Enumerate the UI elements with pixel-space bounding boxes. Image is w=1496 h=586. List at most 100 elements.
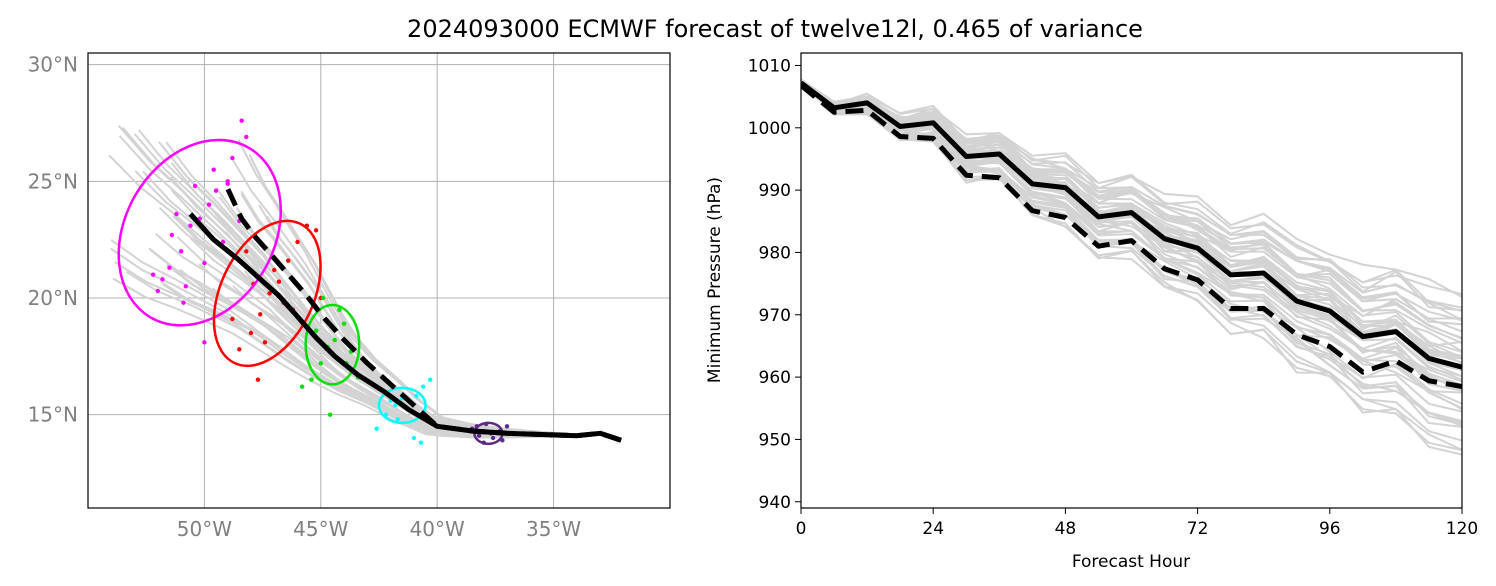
map-background bbox=[88, 53, 670, 508]
ensemble-position-green bbox=[327, 412, 333, 417]
map-y-tick-label: 15°N bbox=[28, 403, 78, 427]
deterministic-pressure-line bbox=[801, 83, 1462, 389]
map-x-tick-label: 50°W bbox=[177, 517, 232, 541]
map-frame bbox=[87, 52, 671, 509]
pressure-x-label: Forecast Hour bbox=[1072, 552, 1190, 572]
pressure-y-tick-label: 1010 bbox=[748, 56, 791, 76]
ensemble-position-cyan bbox=[428, 377, 433, 382]
ensemble-position-green bbox=[332, 337, 337, 343]
ensemble-position-magenta bbox=[188, 223, 193, 228]
ensemble-position-magenta bbox=[183, 284, 188, 289]
uncertainty-ellipse bbox=[377, 386, 427, 425]
ensemble-position-red bbox=[272, 267, 277, 273]
ensemble-position-magenta bbox=[206, 202, 212, 207]
ensemble-position-red bbox=[244, 249, 249, 254]
pressure-x-tick-label: 0 bbox=[796, 519, 807, 539]
pressure-y-tick-label: 990 bbox=[759, 181, 791, 201]
ensemble-position-red bbox=[295, 239, 300, 245]
ensemble-position-magenta bbox=[178, 249, 184, 254]
ensemble-position-purple bbox=[504, 424, 510, 429]
ensemble-position-green bbox=[309, 377, 314, 382]
ensemble-position-cyan bbox=[411, 435, 417, 441]
ensemble-pressure-line bbox=[801, 81, 1462, 452]
pressure-panel: 0 24 48 72 96 120 94095096097098099010001010 … bbox=[705, 52, 1478, 572]
uncertainty-ellipses bbox=[117, 138, 504, 446]
ensemble-position-magenta bbox=[213, 188, 219, 193]
ensemble-pressure-line bbox=[801, 82, 1462, 298]
map-x-tick-labels: 50°W 45°W 40°W 35°W bbox=[177, 517, 582, 541]
pressure-y-tick-label: 950 bbox=[759, 430, 791, 450]
ensemble-position-green bbox=[320, 295, 326, 301]
ensemble-position-purple bbox=[476, 433, 482, 438]
ensemble-position-green bbox=[299, 384, 305, 389]
uncertainty-ellipse bbox=[212, 219, 322, 368]
ensemble-position-magenta bbox=[211, 167, 216, 172]
pressure-y-tick-label: 940 bbox=[759, 493, 791, 513]
pressure-x-tick-label: 120 bbox=[1446, 519, 1478, 539]
pressure-x-ticks: 0 24 48 72 96 120 bbox=[796, 508, 1478, 539]
map-plot-area bbox=[108, 118, 622, 446]
ensemble-position-red bbox=[262, 340, 268, 345]
ensemble-position-magenta bbox=[155, 288, 161, 294]
uncertainty-ellipse bbox=[304, 303, 361, 386]
ensemble-position-cyan bbox=[395, 417, 400, 422]
mean-track bbox=[188, 212, 622, 443]
ensemble-position-magenta bbox=[160, 277, 165, 282]
pressure-y-label: Minimum Pressure (hPa) bbox=[705, 177, 725, 383]
ensemble-position-red bbox=[276, 279, 282, 284]
ensemble-position-magenta bbox=[174, 211, 179, 217]
pressure-frame bbox=[800, 52, 1463, 509]
map-y-tick-label: 20°N bbox=[28, 286, 78, 310]
ensemble-position-cyan bbox=[374, 426, 379, 431]
ensemble-position-red bbox=[248, 330, 254, 336]
ensemble-position-green bbox=[341, 321, 347, 326]
pressure-x-tick-label: 72 bbox=[1187, 519, 1209, 539]
ensemble-position-cyan bbox=[418, 440, 424, 445]
main-pressure-lines bbox=[801, 80, 1462, 389]
ensemble-position-cyan bbox=[421, 384, 426, 389]
ensemble-position-red bbox=[313, 228, 319, 233]
ensemble-position-purple bbox=[490, 435, 496, 441]
ensemble-position-magenta bbox=[230, 155, 235, 161]
ensemble-position-green bbox=[313, 328, 319, 333]
pressure-plot-area bbox=[801, 78, 1462, 456]
ensemble-position-red bbox=[258, 312, 263, 317]
ensemble-position-magenta bbox=[225, 181, 230, 186]
ensemble-position-magenta bbox=[150, 272, 156, 277]
ensemble-position-magenta bbox=[192, 183, 198, 189]
pressure-y-tick-label: 970 bbox=[759, 306, 791, 326]
ensemble-position-red bbox=[267, 291, 272, 296]
ensemble-position-cyan bbox=[393, 403, 398, 408]
pressure-x-tick-label: 96 bbox=[1319, 519, 1341, 539]
pressure-y-ticks: 940 950 960 970 980 990 1000 1010 bbox=[748, 56, 801, 513]
ensemble-position-red bbox=[230, 316, 235, 322]
map-x-tick-label: 40°W bbox=[410, 517, 465, 541]
ensemble-position-magenta bbox=[181, 300, 186, 305]
ensemble-position-magenta bbox=[167, 265, 172, 270]
uncertainty-ellipse bbox=[117, 138, 283, 327]
pressure-y-tick-label: 960 bbox=[759, 368, 791, 388]
ensemble-pressure-line bbox=[801, 82, 1462, 339]
map-y-tick-labels: 15°N 20°N 25°N 30°N bbox=[28, 53, 78, 427]
pressure-y-tick-label: 1000 bbox=[748, 119, 791, 139]
main-tracks bbox=[188, 182, 622, 443]
ensemble-position-magenta bbox=[202, 340, 207, 345]
ensemble-pressure-line bbox=[801, 79, 1462, 309]
ensemble-pressure-line bbox=[801, 81, 1462, 390]
figure-title: 2024093000 ECMWF forecast of twelve12l, … bbox=[407, 15, 1143, 43]
ensemble-position-red bbox=[286, 258, 291, 263]
ensemble-position-magenta bbox=[239, 118, 244, 123]
track-map-panel: 50°W 45°W 40°W 35°W 15°N 20°N 25°N 30°N bbox=[28, 52, 671, 541]
ensemble-pressure-line bbox=[801, 83, 1462, 353]
ensemble-position-green bbox=[318, 361, 323, 366]
pressure-x-tick-label: 48 bbox=[1055, 519, 1077, 539]
map-x-tick-label: 45°W bbox=[293, 517, 348, 541]
pressure-y-tick-label: 980 bbox=[759, 243, 791, 263]
pressure-x-tick-label: 24 bbox=[922, 519, 944, 539]
map-y-tick-label: 30°N bbox=[28, 53, 78, 77]
ensemble-position-green bbox=[337, 307, 342, 312]
map-x-tick-label: 35°W bbox=[526, 517, 581, 541]
ensemble-position-red bbox=[255, 377, 261, 382]
map-y-tick-label: 25°N bbox=[28, 169, 78, 193]
